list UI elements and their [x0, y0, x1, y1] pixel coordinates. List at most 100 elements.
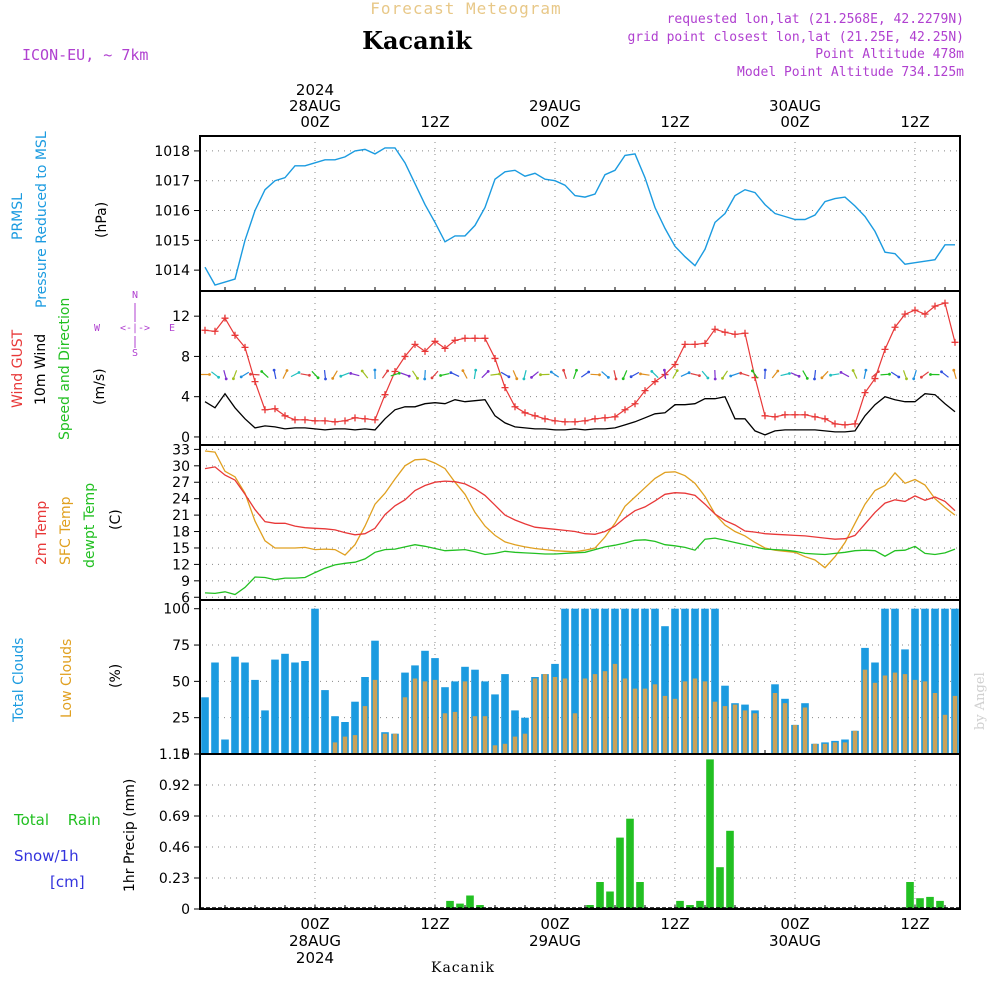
wind-arrow	[282, 370, 288, 379]
low-cloud-bar	[922, 681, 928, 754]
total-cloud-bar	[511, 710, 519, 754]
total-cloud-bar	[281, 653, 289, 754]
gust-marker	[371, 416, 379, 424]
total-cloud-bar	[931, 608, 939, 754]
wind-arrow	[323, 370, 327, 380]
wind-arrow-head	[562, 368, 565, 372]
wind-arrow-head	[539, 373, 542, 377]
top-time-label: 00Z	[780, 113, 809, 131]
total-cloud-bar	[501, 674, 509, 754]
wind-arrow	[913, 370, 917, 379]
total-cloud-bar	[311, 608, 319, 754]
clouds-panel: 0 25 50 75 100	[163, 599, 961, 763]
gust-marker	[401, 352, 409, 360]
low-cloud-bar	[872, 682, 878, 754]
gust-marker	[671, 360, 679, 368]
wind-arrow	[390, 372, 400, 377]
wind-arrow	[890, 371, 900, 378]
temp-unit: (C)	[108, 509, 124, 530]
y-tick-label: 1015	[154, 233, 190, 249]
rain-bar	[676, 900, 684, 909]
gust-marker	[551, 417, 559, 425]
gust-marker	[431, 337, 439, 345]
gust-marker	[761, 412, 769, 420]
rain-bar	[726, 830, 734, 909]
grid-point-coords: grid point closest lon,lat (21.25E, 42.2…	[627, 30, 964, 45]
compass-w: W	[94, 323, 101, 334]
gust-marker	[221, 314, 229, 322]
low-cloud-bar	[602, 671, 608, 754]
wind-arrow	[223, 370, 227, 380]
gust-marker	[731, 330, 739, 338]
wind-arrow-head	[829, 373, 832, 377]
gust-marker	[851, 420, 859, 428]
rain-bar	[466, 895, 474, 909]
low-cloud-bar	[532, 678, 538, 754]
compass-mid: <-|->	[120, 323, 150, 334]
wind-arrow	[690, 372, 700, 377]
wind-arrow	[830, 373, 840, 376]
low-cloud-bar	[792, 724, 798, 754]
total-cloud-bar	[291, 662, 299, 754]
wind-arrow	[512, 370, 518, 379]
bottom-time-label: 29AUG	[529, 932, 581, 950]
low-cloud-bar	[472, 716, 478, 754]
gust-marker	[501, 384, 509, 392]
wind-arrow	[601, 371, 609, 378]
wind-arrow-head	[297, 371, 301, 374]
wind-arrow	[663, 370, 667, 380]
gust-marker	[571, 418, 579, 426]
total-cloud-bar	[921, 608, 929, 754]
low-cloud-bar	[752, 713, 758, 754]
point-altitude: Point Altitude 478m	[815, 47, 964, 62]
snow-unit-label: [cm]	[50, 873, 85, 891]
wind-arrow	[450, 372, 460, 377]
gust-marker	[861, 389, 869, 397]
rain-bar	[916, 898, 924, 909]
rain-bar	[906, 882, 914, 909]
wind-arrow-head	[386, 369, 389, 373]
wind-arrow	[902, 370, 908, 379]
wind-arrow	[790, 372, 800, 377]
gust-marker	[391, 368, 399, 376]
low-cloud-bar	[782, 703, 788, 754]
low-cloud-bar	[802, 707, 808, 754]
total-cloud-bar	[241, 662, 249, 754]
wind-arrow	[400, 372, 410, 377]
gust-marker	[641, 387, 649, 395]
wind-arrow-head	[316, 376, 320, 380]
gust-marker	[811, 413, 819, 421]
y-tick-label: 4	[181, 390, 190, 406]
wind-arrow-head	[940, 370, 943, 374]
gust-marker	[361, 415, 369, 423]
y-tick-label: 18	[172, 525, 190, 541]
y-tick-label: 12	[172, 309, 190, 325]
total-cloud-bar	[221, 739, 229, 754]
compass-n: N	[132, 290, 138, 301]
top-time-label: 2024	[296, 81, 334, 99]
wind-arrow-head	[239, 375, 243, 379]
wind-arrow-head	[797, 374, 801, 378]
wind-arrow-head	[272, 368, 276, 372]
wind-arrow-head	[324, 377, 327, 381]
wind-arrow-head	[331, 377, 335, 380]
gust-marker	[211, 327, 219, 335]
gust-marker	[261, 406, 269, 414]
low-cloud-bar	[822, 743, 828, 754]
gust-marker	[871, 375, 879, 383]
t2m-label: 2m Temp	[34, 501, 50, 565]
wind-arrow	[424, 370, 426, 380]
gust-marker	[601, 414, 609, 422]
top-time-label: 29AUG	[529, 97, 581, 115]
wind-arrow	[250, 373, 260, 376]
total-cloud-bar	[301, 661, 309, 754]
footer-location: Kacanik	[431, 960, 495, 976]
bottom-time-label: 28AUG	[289, 932, 341, 950]
low-cloud-bar	[842, 742, 848, 754]
y-tick-label: 0	[181, 902, 190, 918]
total-rain-label: Total Rain	[13, 811, 101, 829]
low-cloud-bar	[502, 743, 508, 754]
wind-arrow-head	[751, 369, 754, 373]
